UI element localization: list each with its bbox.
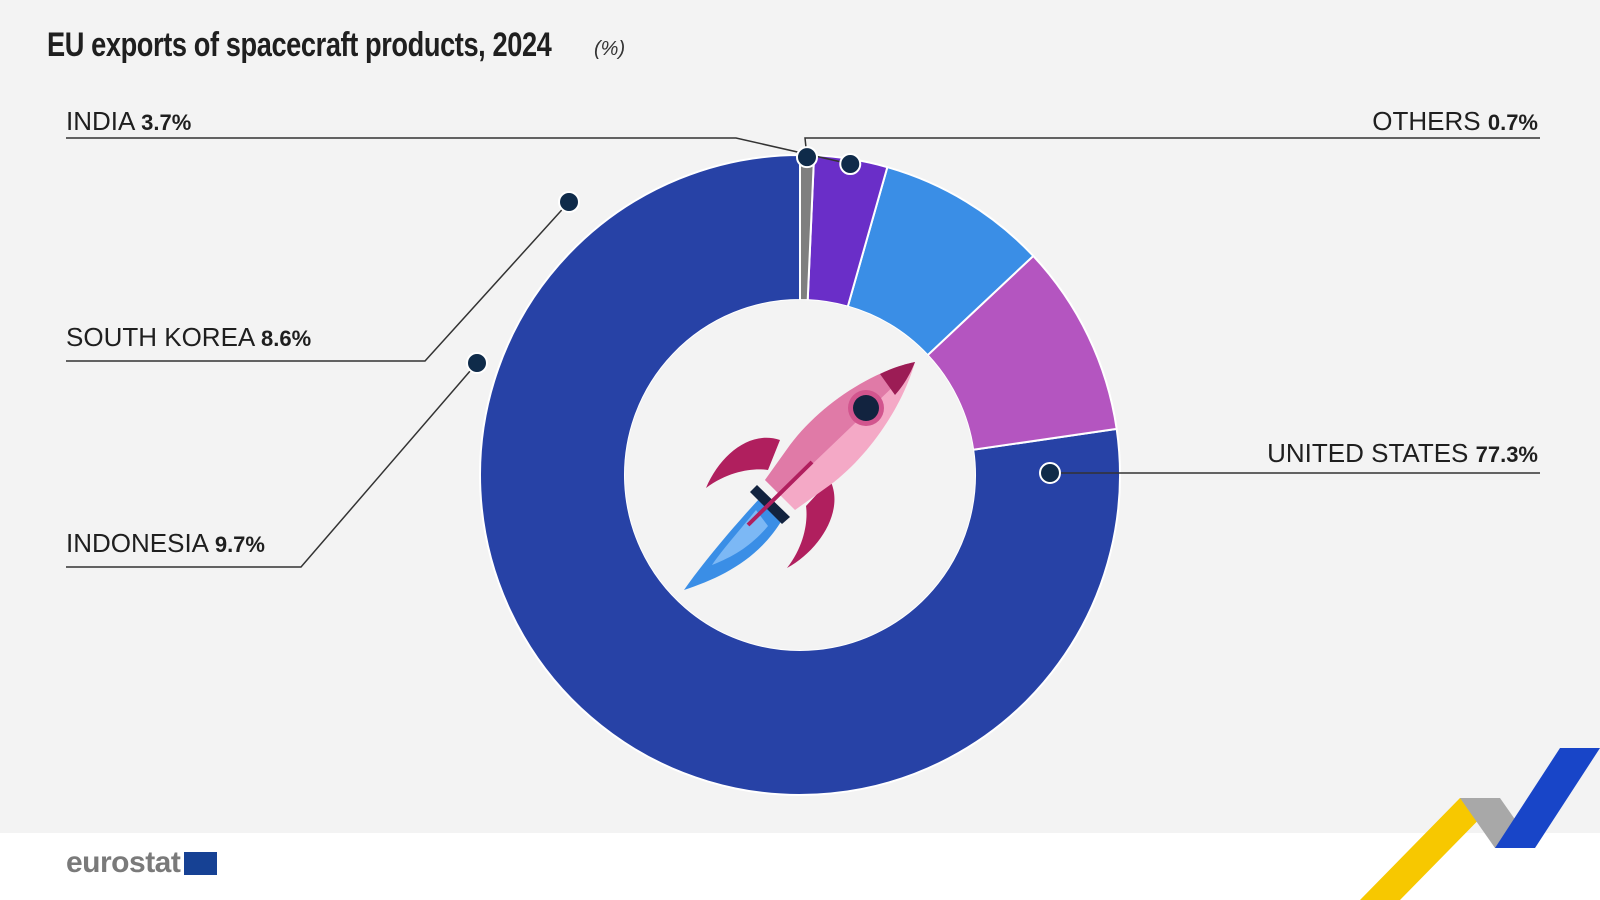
- slice-marker: [795, 146, 818, 169]
- leader-line: [66, 137, 851, 165]
- leader-line: [66, 362, 478, 568]
- slice-marker: [466, 352, 488, 374]
- eurostat-logo: eurostat: [66, 846, 218, 880]
- callouts: UNITED STATES 77.3% INDONESIA 9.7% SOUTH K…: [66, 106, 1540, 568]
- slice-label: OTHERS 0.7%: [1372, 106, 1538, 136]
- slice-label-value: 9.7%: [215, 532, 265, 557]
- rocket-icon: [684, 362, 915, 590]
- title-block: EU exports of spacecraft products, 2024 …: [47, 26, 678, 65]
- slice-marker: [1039, 462, 1061, 484]
- leader-line: [804, 137, 1540, 158]
- logo-text: eurostat: [66, 846, 181, 879]
- chart-unit: (%): [594, 38, 626, 60]
- slice-label-name: INDONESIA: [66, 528, 215, 558]
- footer-band: [0, 833, 1600, 900]
- slice-marker: [839, 153, 862, 176]
- decorative-stripes: [1360, 748, 1600, 900]
- slice-label: INDIA 3.7%: [66, 106, 191, 136]
- slice-marker: [558, 191, 580, 213]
- eu-flag-icon: [184, 851, 218, 875]
- slice-label-value: 8.6%: [261, 326, 311, 351]
- chart-title: EU exports of spacecraft products, 2024: [47, 26, 552, 64]
- slice-label-value: 77.3%: [1476, 442, 1538, 467]
- slice-label-value: 0.7%: [1488, 110, 1538, 135]
- slice-label: INDONESIA 9.7%: [66, 528, 265, 558]
- slice-label: SOUTH KOREA 8.6%: [66, 322, 311, 352]
- slice-label-name: UNITED STATES: [1267, 438, 1476, 468]
- leader-line: [66, 201, 570, 362]
- slice-label-value: 3.7%: [141, 110, 191, 135]
- slice-label: UNITED STATES 77.3%: [1267, 438, 1538, 468]
- slice-label-name: OTHERS: [1372, 106, 1488, 136]
- slice-label-name: SOUTH KOREA: [66, 322, 261, 352]
- slice-label-name: INDIA: [66, 106, 141, 136]
